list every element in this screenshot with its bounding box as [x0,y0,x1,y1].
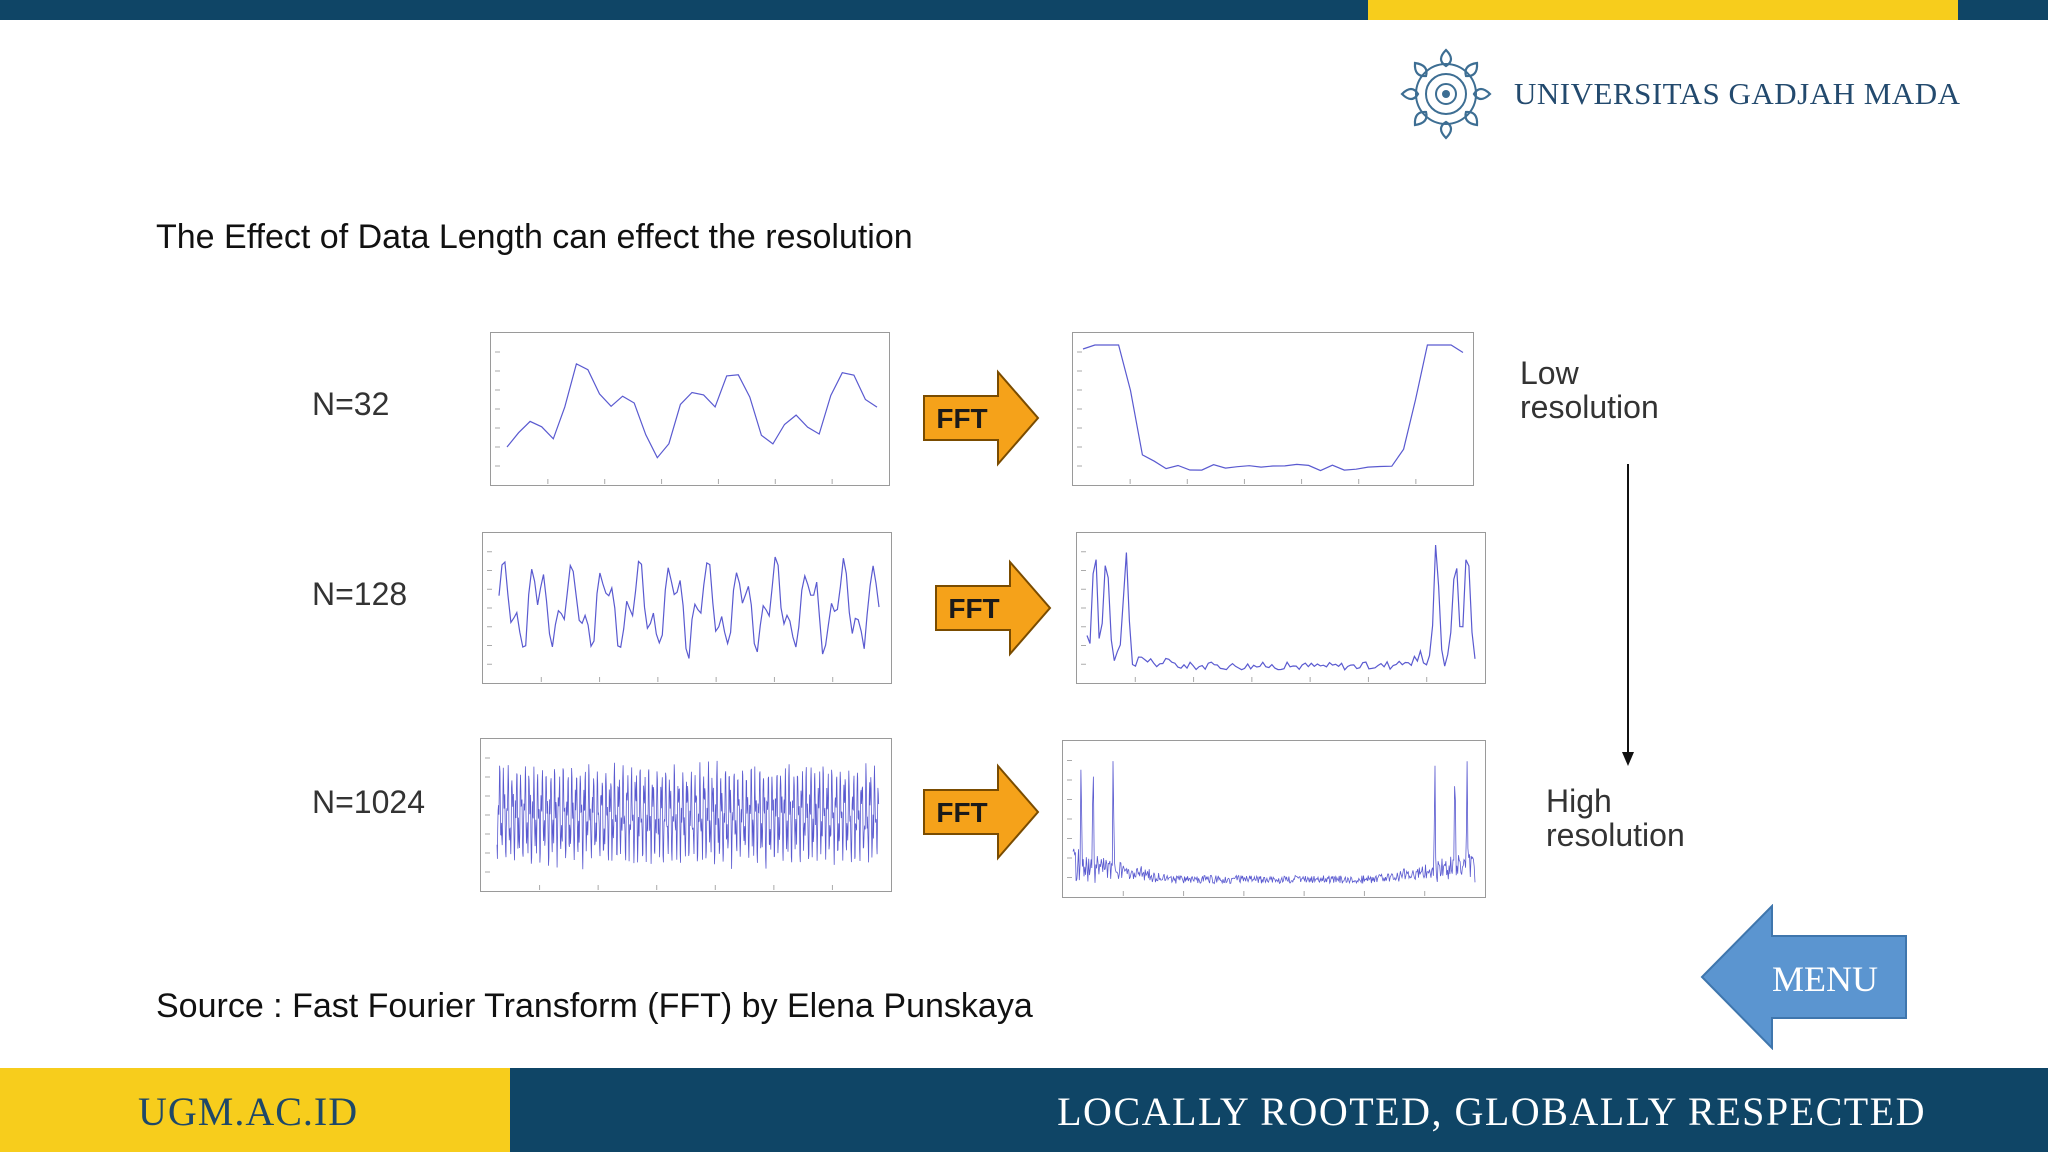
row-label-n32: N=32 [312,386,390,422]
spectrum-trace [1086,544,1476,671]
footer-bar: UGM.AC.ID LOCALLY ROOTED, GLOBALLY RESPE… [0,1068,2048,1152]
top-bar-navy-segment [0,0,1368,20]
university-name: UNIVERSITAS GADJAH MADA [1514,76,1961,111]
high-resolution-label: High resolution [1546,783,1685,853]
ugm-seal-icon [1400,48,1492,140]
spectrum-trace [1072,761,1476,885]
fft-arrow-icon: FFT [935,559,1052,657]
top-bar-navy-end-segment [1958,0,2048,20]
footer-site-url[interactable]: UGM.AC.ID [138,1089,359,1134]
top-color-bar [0,0,2048,20]
spectrum-trace [1082,344,1464,472]
university-logo: UNIVERSITAS GADJAH MADA [1398,46,1960,142]
fft-resolution-figure: N=32 N=128 N=1024 FFT FFT FFT Low resolu… [290,320,1770,920]
low-resolution-label: Low resolution [1520,355,1659,425]
spectrum-plot-n1024 [1062,740,1486,898]
slide-title: The Effect of Data Length can effect the… [156,218,913,256]
spectrum-plot-n128 [1076,532,1486,684]
row-label-n128: N=128 [312,576,408,612]
time-signal-trace [496,760,880,870]
row-label-n1024: N=1024 [312,784,425,820]
fft-arrow-label: FFT [936,797,987,828]
time-signal-trace [498,556,880,659]
menu-button-label[interactable]: MENU [1772,959,1878,999]
fft-arrow-icon: FFT [923,369,1040,467]
time-signal-plot-n32 [490,332,890,486]
source-citation: Source : Fast Fourier Transform (FFT) by… [156,987,1033,1025]
menu-button[interactable] [1700,904,1910,1050]
fft-arrow-icon: FFT [923,763,1040,861]
top-bar-gold-segment [1368,0,1958,20]
footer-tagline: LOCALLY ROOTED, GLOBALLY RESPECTED [1057,1089,1926,1134]
fft-arrow-label: FFT [948,593,999,624]
time-signal-plot-n128 [482,532,892,684]
down-arrow-icon [1622,464,1634,766]
spectrum-plot-n32 [1072,332,1474,486]
footer-navy-segment [510,1068,2048,1152]
footer-gold-segment [0,1068,510,1152]
fft-arrow-label: FFT [936,403,987,434]
time-signal-trace [506,363,878,459]
time-signal-plot-n1024 [480,738,892,892]
